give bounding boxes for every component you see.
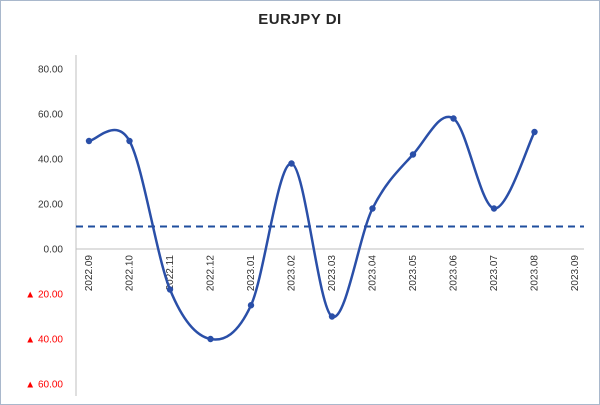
y-tick-label: 0.00 — [44, 245, 64, 256]
data-point-marker — [409, 151, 417, 158]
y-tick-label: 60.00 — [38, 110, 63, 121]
x-tick-label: 2023.04 — [368, 255, 379, 292]
x-tick-label: 2023.09 — [570, 255, 581, 292]
x-tick-label: 2023.01 — [246, 255, 257, 292]
data-point-marker — [207, 335, 214, 343]
data-point-marker — [450, 115, 457, 122]
series-line — [87, 115, 536, 341]
y-tick-label: ▲ 40.00 — [25, 335, 63, 346]
x-tick-label: 2023.07 — [489, 255, 500, 292]
y-tick-label: ▲ 60.00 — [25, 380, 63, 391]
x-tick-label: 2022.09 — [84, 255, 95, 292]
x-tick-label: 2023.03 — [327, 255, 338, 292]
x-tick-label: 2022.11 — [165, 255, 176, 291]
x-tick-label: 2023.06 — [449, 255, 460, 292]
x-tick-label: 2023.02 — [287, 255, 298, 292]
data-point-marker — [531, 128, 538, 136]
x-tick-label: 2022.10 — [125, 255, 136, 292]
x-tick-label: 2023.05 — [408, 255, 419, 292]
chart-title: EURJPY DI — [258, 11, 342, 28]
y-tick-label: 40.00 — [38, 155, 63, 166]
data-point-marker — [369, 205, 376, 212]
x-tick-label: 2022.12 — [206, 255, 217, 292]
data-point-marker — [288, 160, 295, 167]
data-point-marker — [126, 137, 133, 145]
data-point-marker — [247, 302, 255, 309]
y-tick-label: 80.00 — [38, 65, 63, 76]
data-point-marker — [490, 205, 498, 212]
data-point-marker — [166, 286, 174, 293]
y-tick-label: ▲ 20.00 — [25, 290, 63, 301]
data-point-marker — [328, 313, 336, 320]
x-tick-label: 2023.08 — [530, 255, 541, 292]
y-tick-label: 20.00 — [38, 200, 63, 211]
data-point-marker — [85, 137, 93, 145]
